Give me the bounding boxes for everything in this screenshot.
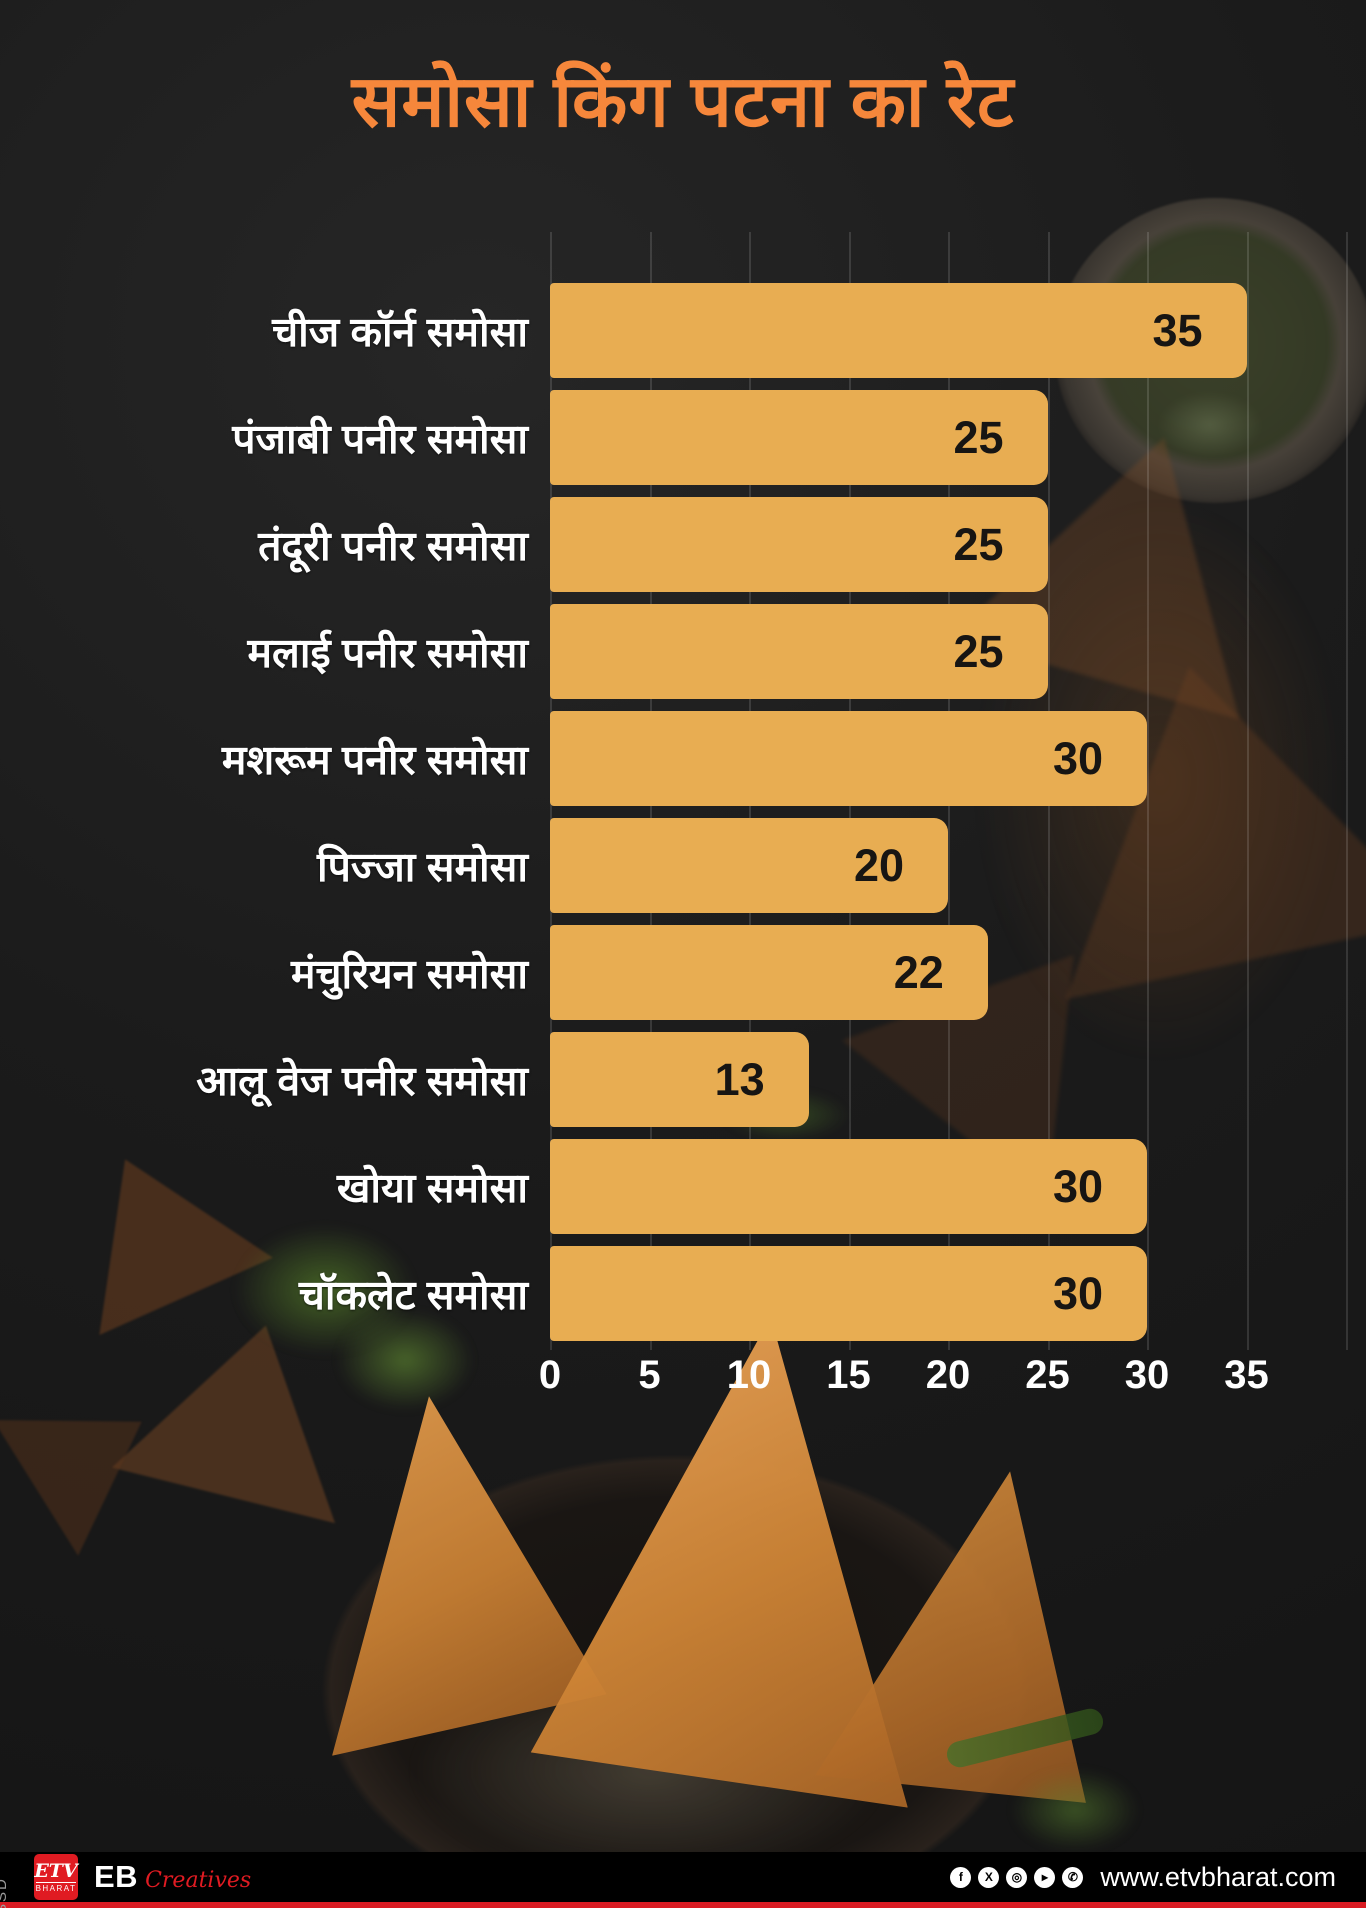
- price-bar: 20: [550, 818, 948, 913]
- chart-row: चॉकलेट समोसा 30: [0, 1240, 1366, 1347]
- youtube-icon: ▸: [1034, 1866, 1056, 1888]
- coriander-leaves-2: [310, 1290, 500, 1430]
- price-bar: 22: [550, 925, 988, 1020]
- website-url: www.etvbharat.com: [1100, 1861, 1336, 1892]
- category-label: आलू वेज पनीर समोसा: [196, 1057, 528, 1104]
- category-label: पिज्जा समोसा: [317, 843, 528, 890]
- etv-bharat-logo: ETV BHARAT: [34, 1854, 78, 1900]
- gridline: [1147, 232, 1149, 1350]
- price-bar: 25: [550, 390, 1048, 485]
- x-axis-tick-label: 35: [1224, 1353, 1269, 1397]
- chart-row: तंदूरी पनीर समोसा 25: [0, 491, 1366, 598]
- brand-eb-text: EB: [94, 1859, 139, 1894]
- price-bar: 25: [550, 497, 1048, 592]
- bar-value-label: 30: [1052, 1267, 1103, 1319]
- bar-value-label: 13: [714, 1053, 765, 1105]
- price-bar: 30: [550, 711, 1147, 806]
- x-axis: 0 5 10 15 20 25 30 35: [0, 1345, 1366, 1405]
- category-label: चॉकलेट समोसा: [298, 1271, 528, 1318]
- chart-row: चीज कॉर्न समोसा 35: [0, 277, 1366, 384]
- price-bar: 13: [550, 1032, 809, 1127]
- category-label: मशरूम पनीर समोसा: [221, 736, 528, 783]
- category-label: पंजाबी पनीर समोसा: [232, 415, 528, 462]
- category-label: तंदूरी पनीर समोसा: [258, 522, 528, 569]
- bar-value-label: 25: [953, 625, 1004, 677]
- price-bar: 25: [550, 604, 1048, 699]
- coriander-leaves-4: [990, 1755, 1160, 1865]
- whatsapp-icon: ✆: [1062, 1866, 1084, 1888]
- x-axis-tick-label: 15: [826, 1353, 871, 1397]
- chart-row: मलाई पनीर समोसा 25: [0, 598, 1366, 705]
- x-axis-tick-label: 25: [1025, 1353, 1070, 1397]
- bar-value-label: 20: [853, 839, 904, 891]
- gridline: [1346, 232, 1348, 1350]
- etv-logo-subtext: BHARAT: [35, 1882, 77, 1893]
- bar-value-label: 30: [1052, 732, 1103, 784]
- footer-right: f X ◎ ▸ ✆ www.etvbharat.com: [950, 1862, 1336, 1893]
- instagram-icon: ◎: [1006, 1866, 1028, 1888]
- category-label: मंचुरियन समोसा: [290, 950, 528, 997]
- x-axis-tick-label: 30: [1124, 1353, 1170, 1397]
- footer-red-stripe: [0, 1902, 1366, 1908]
- chart-row: मशरूम पनीर समोसा 30: [0, 705, 1366, 812]
- chart-row: पिज्जा समोसा 20: [0, 812, 1366, 919]
- brand-creatives-text: Creatives: [145, 1868, 252, 1893]
- x-axis-tick-label: 20: [925, 1353, 971, 1397]
- page-title: समोसा किंग पटना का रेट: [351, 62, 1015, 142]
- chart-row: पंजाबी पनीर समोसा 25: [0, 384, 1366, 491]
- category-label: मलाई पनीर समोसा: [247, 629, 528, 676]
- chutney-garnish: [1140, 380, 1280, 470]
- chart-row: खोया समोसा 30: [0, 1133, 1366, 1240]
- samosa-price-bar-chart: चीज कॉर्न समोसा 35 पंजाबी पनीर समोसा 25 तंदू…: [0, 232, 1366, 1350]
- bar-value-label: 22: [893, 946, 944, 998]
- price-bar: 30: [550, 1139, 1147, 1234]
- bar-value-label: 25: [953, 411, 1004, 463]
- price-bar: 35: [550, 283, 1247, 378]
- x-icon: X: [978, 1866, 1000, 1888]
- category-label: चीज कॉर्न समोसा: [272, 308, 528, 355]
- designer-watermark: SSD: [0, 1877, 10, 1908]
- category-label: खोया समोसा: [336, 1164, 528, 1211]
- social-icons-group: f X ◎ ▸ ✆: [950, 1866, 1084, 1888]
- chart-rows: चीज कॉर्न समोसा 35 पंजाबी पनीर समोसा 25 तंदू…: [0, 277, 1366, 1347]
- footer-bar: ETV BHARAT EB Creatives f X ◎ ▸ ✆ www.etvbha…: [0, 1852, 1366, 1902]
- price-bar: 30: [550, 1246, 1147, 1341]
- eb-creatives-brand: EB Creatives: [94, 1859, 251, 1895]
- chart-row: मंचुरियन समोसा 22: [0, 919, 1366, 1026]
- bar-value-label: 25: [953, 518, 1004, 570]
- etv-logo-text: ETV: [34, 1860, 78, 1882]
- bar-value-label: 30: [1052, 1160, 1103, 1212]
- facebook-icon: f: [950, 1866, 972, 1888]
- x-axis-tick-label: 10: [726, 1353, 772, 1397]
- bar-value-label: 35: [1152, 304, 1203, 356]
- chart-row: आलू वेज पनीर समोसा 13: [0, 1026, 1366, 1133]
- gridline: [1246, 232, 1249, 1350]
- x-axis-tick-label: 0: [538, 1353, 562, 1397]
- x-axis-tick-label: 5: [638, 1353, 661, 1397]
